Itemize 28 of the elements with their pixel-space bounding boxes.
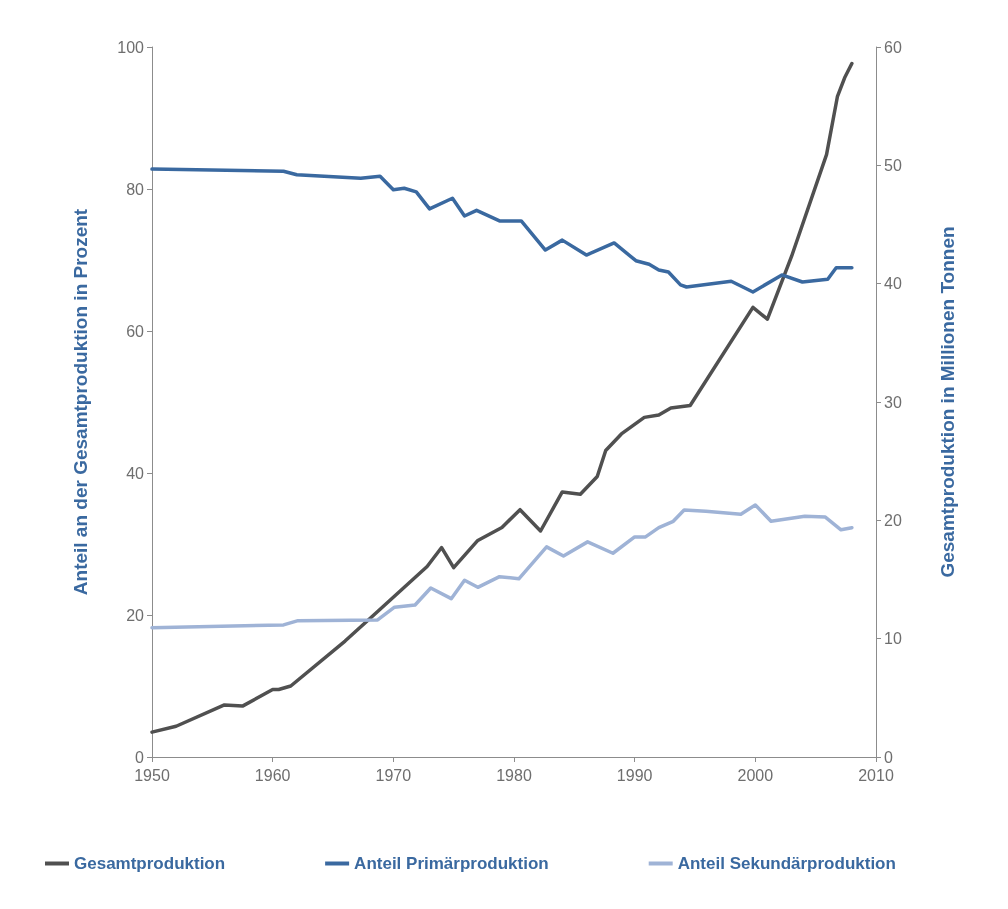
x-tick-label: 1970	[375, 766, 412, 784]
y2-tick-label: 40	[884, 275, 902, 293]
y2-tick-label: 0	[884, 748, 893, 766]
line-series	[150, 503, 854, 630]
y2-tick-label: 30	[884, 393, 902, 411]
x-tick-label: 2000	[737, 766, 774, 784]
legend-label: Gesamtproduktion	[74, 854, 226, 873]
y-tick-label: 40	[126, 464, 145, 482]
y2-axis-title: Gesamtproduktion in Millionen Tonnen	[937, 226, 958, 578]
x-tick-label: 1950	[134, 766, 170, 784]
line-series	[150, 167, 854, 294]
legend-label: Anteil Primärproduktion	[354, 854, 549, 873]
y-axis-title: Anteil an der Gesamtproduktion in Prozent	[70, 208, 91, 596]
y2-tick-label: 50	[884, 156, 902, 174]
y-tick-label: 80	[126, 180, 145, 198]
y2-tick-label: 10	[884, 630, 902, 648]
x-tick-label: 2010	[858, 766, 894, 784]
x-tick-label: 1960	[254, 766, 291, 784]
x-tick-label: 1980	[496, 766, 532, 784]
y2-tick-label: 60	[884, 38, 902, 56]
line-series	[150, 61, 854, 734]
y2-tick-label: 20	[884, 511, 902, 529]
x-tick-label: 1990	[616, 766, 653, 784]
y-tick-label: 0	[135, 748, 145, 766]
y-tick-label: 60	[126, 322, 145, 340]
y-tick-label: 100	[117, 38, 145, 56]
y-tick-label: 20	[126, 606, 145, 624]
legend-label: Anteil Sekundärproduktion	[677, 854, 896, 873]
